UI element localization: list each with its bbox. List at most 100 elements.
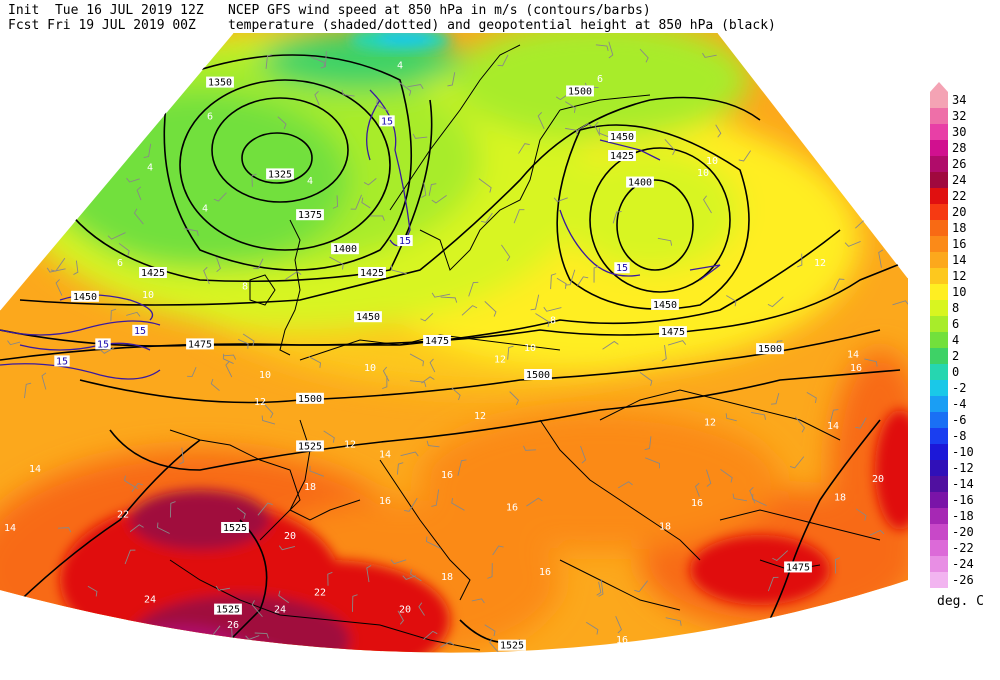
wind-barb <box>715 124 722 138</box>
wind-barb <box>310 56 325 68</box>
wind-barb <box>279 659 290 665</box>
wind-barb <box>565 101 576 113</box>
colorbar-swatch <box>930 172 948 188</box>
wind-barb <box>834 557 841 574</box>
wind-barb <box>869 529 885 536</box>
colorbar-level: -22 <box>930 540 990 556</box>
svg-text:12: 12 <box>254 397 266 408</box>
svg-text:1525: 1525 <box>216 605 240 616</box>
temperature-label: 14 <box>4 523 16 534</box>
svg-text:4: 4 <box>307 176 313 187</box>
wind-barb <box>844 241 861 247</box>
wind-barb <box>420 312 434 322</box>
wind-barb <box>14 633 24 647</box>
wind-barb <box>806 392 817 404</box>
wind-barb <box>262 402 274 419</box>
wind-barb <box>784 627 801 639</box>
svg-text:1425: 1425 <box>360 268 384 279</box>
temperature-label: 22 <box>314 588 326 599</box>
wind-barb <box>187 366 197 377</box>
wind-barb <box>81 139 94 153</box>
wind-barb <box>238 339 249 349</box>
height-label: 1500 <box>296 392 324 405</box>
wind-barb <box>203 266 210 285</box>
wind-barb <box>124 549 136 565</box>
height-label: 1450 <box>651 298 679 311</box>
colorbar-label: 4 <box>952 333 960 347</box>
wind-barb <box>461 305 478 316</box>
wind-barb <box>157 522 170 534</box>
wind-barb <box>82 177 91 193</box>
wind-barb <box>126 177 140 183</box>
wind-barb <box>28 220 38 233</box>
height-label: 1425 <box>358 267 386 279</box>
wind-barb <box>877 149 886 163</box>
colorbar-swatch <box>930 412 948 428</box>
wind-barb <box>789 456 805 469</box>
wind-barb <box>245 635 260 641</box>
wind-speed-label: 15 <box>614 262 630 274</box>
wind-barb <box>725 413 737 422</box>
colorbar-label: -24 <box>952 557 974 571</box>
wind-barb <box>31 191 41 206</box>
temperature-label: 16 <box>616 635 628 646</box>
wind-barb <box>602 340 619 350</box>
svg-text:1425: 1425 <box>610 151 634 162</box>
temperature-label: 12 <box>344 439 356 450</box>
svg-text:1425: 1425 <box>141 268 165 279</box>
colorbar-swatch <box>930 476 948 492</box>
forecast-time: Fcst Fri 19 JUL 2019 00Z <box>8 18 196 33</box>
wind-barb <box>484 624 496 637</box>
temperature-label: 16 <box>379 496 391 507</box>
wind-barb <box>481 212 493 223</box>
wind-barb <box>129 524 144 533</box>
wind-barb <box>426 440 440 448</box>
wind-barb <box>100 347 115 354</box>
wind-barb <box>55 279 63 296</box>
height-label: 1400 <box>626 176 654 189</box>
svg-text:14: 14 <box>827 421 839 432</box>
wind-barb <box>726 295 737 307</box>
colorbar-level: 30 <box>930 124 990 140</box>
height-label: 1500 <box>566 85 594 97</box>
colorbar-label: 0 <box>952 365 960 379</box>
wind-barb <box>615 616 622 634</box>
svg-text:16: 16 <box>616 635 628 646</box>
colorbar-level: 28 <box>930 140 990 156</box>
height-label: 1500 <box>756 343 784 355</box>
svg-text:1500: 1500 <box>298 394 322 405</box>
svg-text:18: 18 <box>441 572 453 583</box>
wind-barb <box>126 311 141 317</box>
wind-barb <box>720 468 733 483</box>
colorbar-swatch <box>930 284 948 300</box>
wind-barb <box>143 143 152 159</box>
temperature-label: 12 <box>474 411 486 422</box>
height-label: 1425 <box>139 267 167 279</box>
wind-barb <box>402 575 417 580</box>
svg-text:16: 16 <box>506 503 518 514</box>
svg-text:10: 10 <box>364 363 376 374</box>
colorbar-swatch <box>930 108 948 124</box>
temperature-label: 16 <box>441 470 453 481</box>
svg-text:20: 20 <box>284 531 296 542</box>
height-contours <box>0 54 908 653</box>
wind-barb <box>829 409 839 425</box>
svg-text:4: 4 <box>397 61 403 72</box>
height-label: 1525 <box>296 440 324 452</box>
temperature-label: 4 <box>202 203 208 214</box>
temperature-label: 24 <box>144 594 156 605</box>
svg-text:6: 6 <box>207 112 213 123</box>
wind-barb <box>396 462 404 475</box>
wind-barb <box>87 585 98 597</box>
colorbar-label: -14 <box>952 477 974 491</box>
wind-barb <box>440 641 454 648</box>
wind-barb <box>361 197 371 209</box>
height-label: 1450 <box>71 290 99 303</box>
wind-barb <box>875 81 886 92</box>
colorbar-level: -12 <box>930 460 990 476</box>
wind-barb <box>124 475 139 490</box>
svg-text:8: 8 <box>242 282 248 293</box>
wind-barb <box>748 637 755 651</box>
wind-barb <box>593 265 599 283</box>
colorbar-level: 22 <box>930 188 990 204</box>
